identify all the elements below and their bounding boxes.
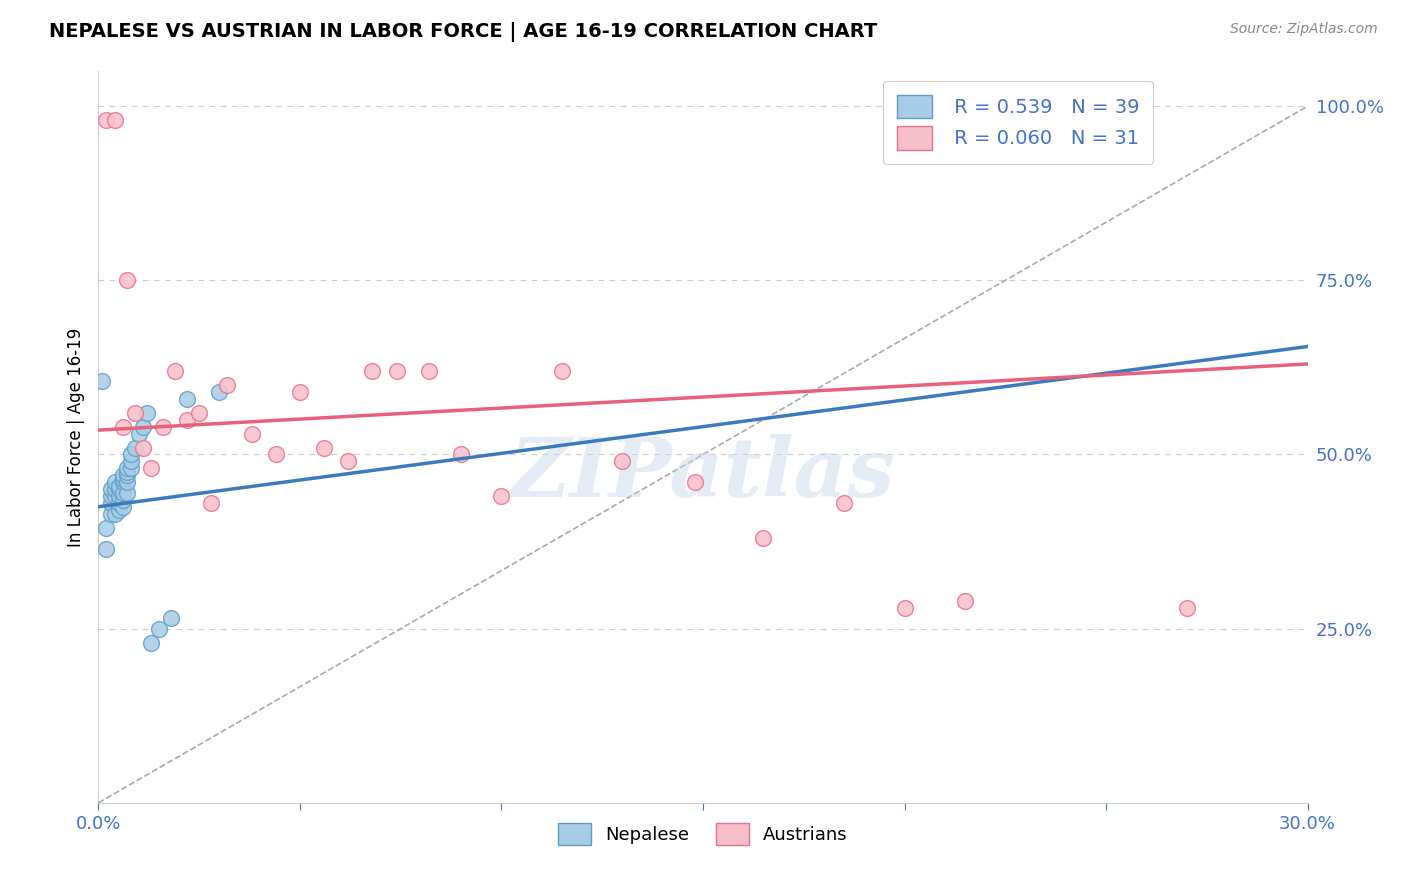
Point	[96, 541, 118, 556]
Point	[103, 483, 125, 497]
Point	[103, 507, 125, 521]
Point	[111, 475, 134, 490]
Point	[176, 412, 198, 426]
Point	[115, 485, 138, 500]
Point	[208, 384, 231, 399]
Point	[107, 503, 129, 517]
Point	[200, 496, 222, 510]
Point	[832, 496, 855, 510]
Point	[107, 483, 129, 497]
Point	[100, 507, 122, 521]
Point	[96, 113, 118, 128]
Y-axis label: In Labor Force | Age 16-19: In Labor Force | Age 16-19	[66, 327, 84, 547]
Point	[103, 475, 125, 490]
Point	[100, 496, 122, 510]
Point	[124, 441, 146, 455]
Legend: Nepalese, Austrians: Nepalese, Austrians	[544, 809, 862, 860]
Point	[893, 600, 915, 615]
Point	[115, 468, 138, 483]
Point	[135, 406, 157, 420]
Point	[103, 489, 125, 503]
Point	[288, 384, 311, 399]
Point	[120, 454, 142, 468]
Point	[385, 364, 408, 378]
Point	[132, 419, 155, 434]
Point	[107, 489, 129, 503]
Text: NEPALESE VS AUSTRIAN IN LABOR FORCE | AGE 16-19 CORRELATION CHART: NEPALESE VS AUSTRIAN IN LABOR FORCE | AG…	[49, 22, 877, 42]
Point	[240, 426, 263, 441]
Point	[128, 426, 150, 441]
Point	[491, 489, 513, 503]
Point	[115, 461, 138, 475]
Point	[418, 364, 440, 378]
Point	[683, 475, 706, 490]
Point	[361, 364, 384, 378]
Point	[612, 454, 634, 468]
Point	[124, 406, 146, 420]
Point	[450, 448, 472, 462]
Point	[139, 461, 162, 475]
Point	[103, 113, 125, 128]
Point	[120, 448, 142, 462]
Point	[115, 273, 138, 287]
Point	[152, 419, 174, 434]
Point	[148, 622, 170, 636]
Point	[188, 406, 211, 420]
Point	[107, 496, 129, 510]
Point	[163, 364, 186, 378]
Point	[139, 635, 162, 649]
Point	[100, 483, 122, 497]
Point	[111, 500, 134, 514]
Point	[111, 492, 134, 507]
Point	[111, 419, 134, 434]
Point	[115, 465, 138, 479]
Point	[91, 375, 114, 389]
Point	[115, 475, 138, 490]
Point	[176, 392, 198, 406]
Point	[120, 461, 142, 475]
Point	[160, 611, 183, 625]
Point	[217, 377, 239, 392]
Point	[752, 531, 775, 545]
Point	[96, 521, 118, 535]
Point	[132, 441, 155, 455]
Point	[100, 489, 122, 503]
Point	[953, 594, 976, 608]
Text: Source: ZipAtlas.com: Source: ZipAtlas.com	[1230, 22, 1378, 37]
Point	[314, 441, 336, 455]
Point	[111, 468, 134, 483]
Point	[111, 472, 134, 486]
Point	[551, 364, 574, 378]
Point	[111, 485, 134, 500]
Point	[1175, 600, 1198, 615]
Point	[107, 479, 129, 493]
Point	[264, 448, 287, 462]
Text: ZIPatlas: ZIPatlas	[510, 434, 896, 514]
Point	[337, 454, 360, 468]
